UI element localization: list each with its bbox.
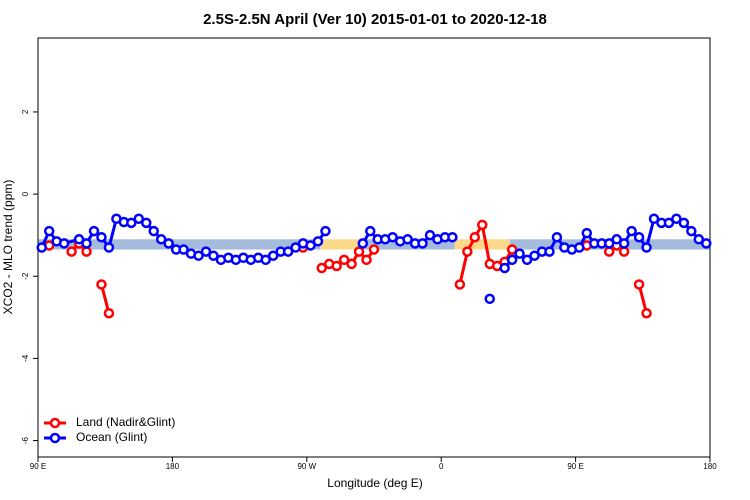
data-point: [514, 248, 525, 259]
data-point: [103, 307, 115, 319]
x-tick-label: 90 E: [30, 462, 46, 471]
data-point: [424, 229, 436, 241]
data-point: [633, 279, 645, 290]
data-point: [693, 234, 705, 245]
data-point: [353, 246, 365, 257]
data-point: [521, 254, 533, 266]
data-point: [193, 250, 204, 261]
data-point: [43, 225, 55, 237]
x-tick-label: 180: [703, 462, 717, 471]
y-tick-label: -4: [21, 354, 30, 362]
reference-band: [320, 239, 366, 250]
data-point: [529, 250, 540, 261]
data-point: [73, 234, 85, 245]
data-point: [462, 246, 473, 257]
data-point: [305, 240, 316, 251]
reference-band: [38, 239, 321, 250]
data-point: [290, 242, 301, 253]
x-axis-label: Longitude (deg E): [327, 476, 422, 490]
data-point: [357, 238, 369, 249]
data-point: [417, 238, 428, 249]
data-point: [148, 225, 159, 237]
data-point: [267, 250, 279, 261]
data-point: [361, 254, 372, 266]
legend-label: Ocean (Glint): [76, 430, 147, 444]
data-point: [611, 234, 622, 245]
data-point: [499, 262, 510, 274]
data-point: [618, 238, 630, 249]
data-point: [551, 231, 563, 243]
data-point: [200, 246, 212, 257]
data-point: [368, 244, 380, 255]
data-point: [126, 217, 137, 229]
data-point: [402, 234, 413, 245]
legend-marker: [49, 417, 61, 429]
data-point: [701, 238, 712, 249]
data-point: [96, 279, 107, 290]
data-point: [506, 254, 518, 266]
data-point: [163, 238, 174, 249]
y-tick-label: -2: [21, 272, 30, 280]
data-point: [365, 225, 376, 237]
data-point: [387, 231, 398, 243]
data-point: [633, 231, 645, 243]
x-tick-label: 90 W: [297, 462, 316, 471]
data-point: [316, 262, 327, 274]
data-point: [544, 246, 555, 257]
data-point: [469, 231, 481, 243]
data-point: [671, 213, 682, 224]
data-point: [641, 307, 652, 319]
reference-band: [454, 239, 510, 250]
y-tick-label: 2: [21, 109, 30, 114]
data-point: [66, 246, 77, 257]
y-axis-label: XCO2 - MLO trend (ppm): [1, 180, 15, 315]
data-point: [178, 244, 189, 255]
data-point: [81, 246, 92, 257]
data-point: [320, 225, 331, 237]
data-point: [603, 238, 615, 249]
data-point: [477, 219, 488, 231]
y-tick-label: -6: [21, 436, 30, 444]
data-point: [282, 246, 294, 257]
data-point: [81, 238, 92, 249]
legend-label: Land (Nadir&Glint): [76, 415, 175, 429]
data-point: [338, 254, 350, 266]
y-tick-label: 0: [21, 191, 30, 196]
data-point: [648, 213, 660, 224]
data-point: [686, 225, 697, 237]
data-point: [581, 227, 593, 239]
data-point: [626, 225, 637, 237]
data-point: [484, 293, 495, 305]
data-point: [58, 238, 70, 249]
data-point: [141, 217, 152, 229]
data-point: [618, 246, 630, 257]
data-point: [331, 260, 342, 272]
data-point: [260, 254, 271, 266]
data-point: [312, 236, 324, 247]
data-point: [208, 250, 219, 261]
data-point: [96, 231, 107, 243]
data-point: [574, 242, 585, 253]
legend-marker: [49, 432, 61, 444]
data-point: [88, 225, 100, 237]
data-point: [447, 231, 458, 243]
x-tick-label: 90 E: [567, 462, 583, 471]
data-point: [641, 242, 652, 253]
data-point: [663, 217, 675, 229]
x-tick-label: 180: [166, 462, 180, 471]
data-point: [603, 246, 615, 257]
data-point: [346, 258, 357, 270]
data-point: [36, 242, 47, 253]
data-point: [678, 217, 690, 229]
data-point: [133, 213, 145, 224]
data-point: [454, 279, 466, 290]
data-point: [506, 244, 518, 255]
data-point: [155, 234, 167, 245]
reference-band: [365, 239, 455, 250]
x-tick-label: 0: [439, 462, 444, 471]
data-point: [103, 242, 115, 253]
chart-title: 2.5S-2.5N April (Ver 10) 2015-01-01 to 2…: [203, 11, 547, 28]
